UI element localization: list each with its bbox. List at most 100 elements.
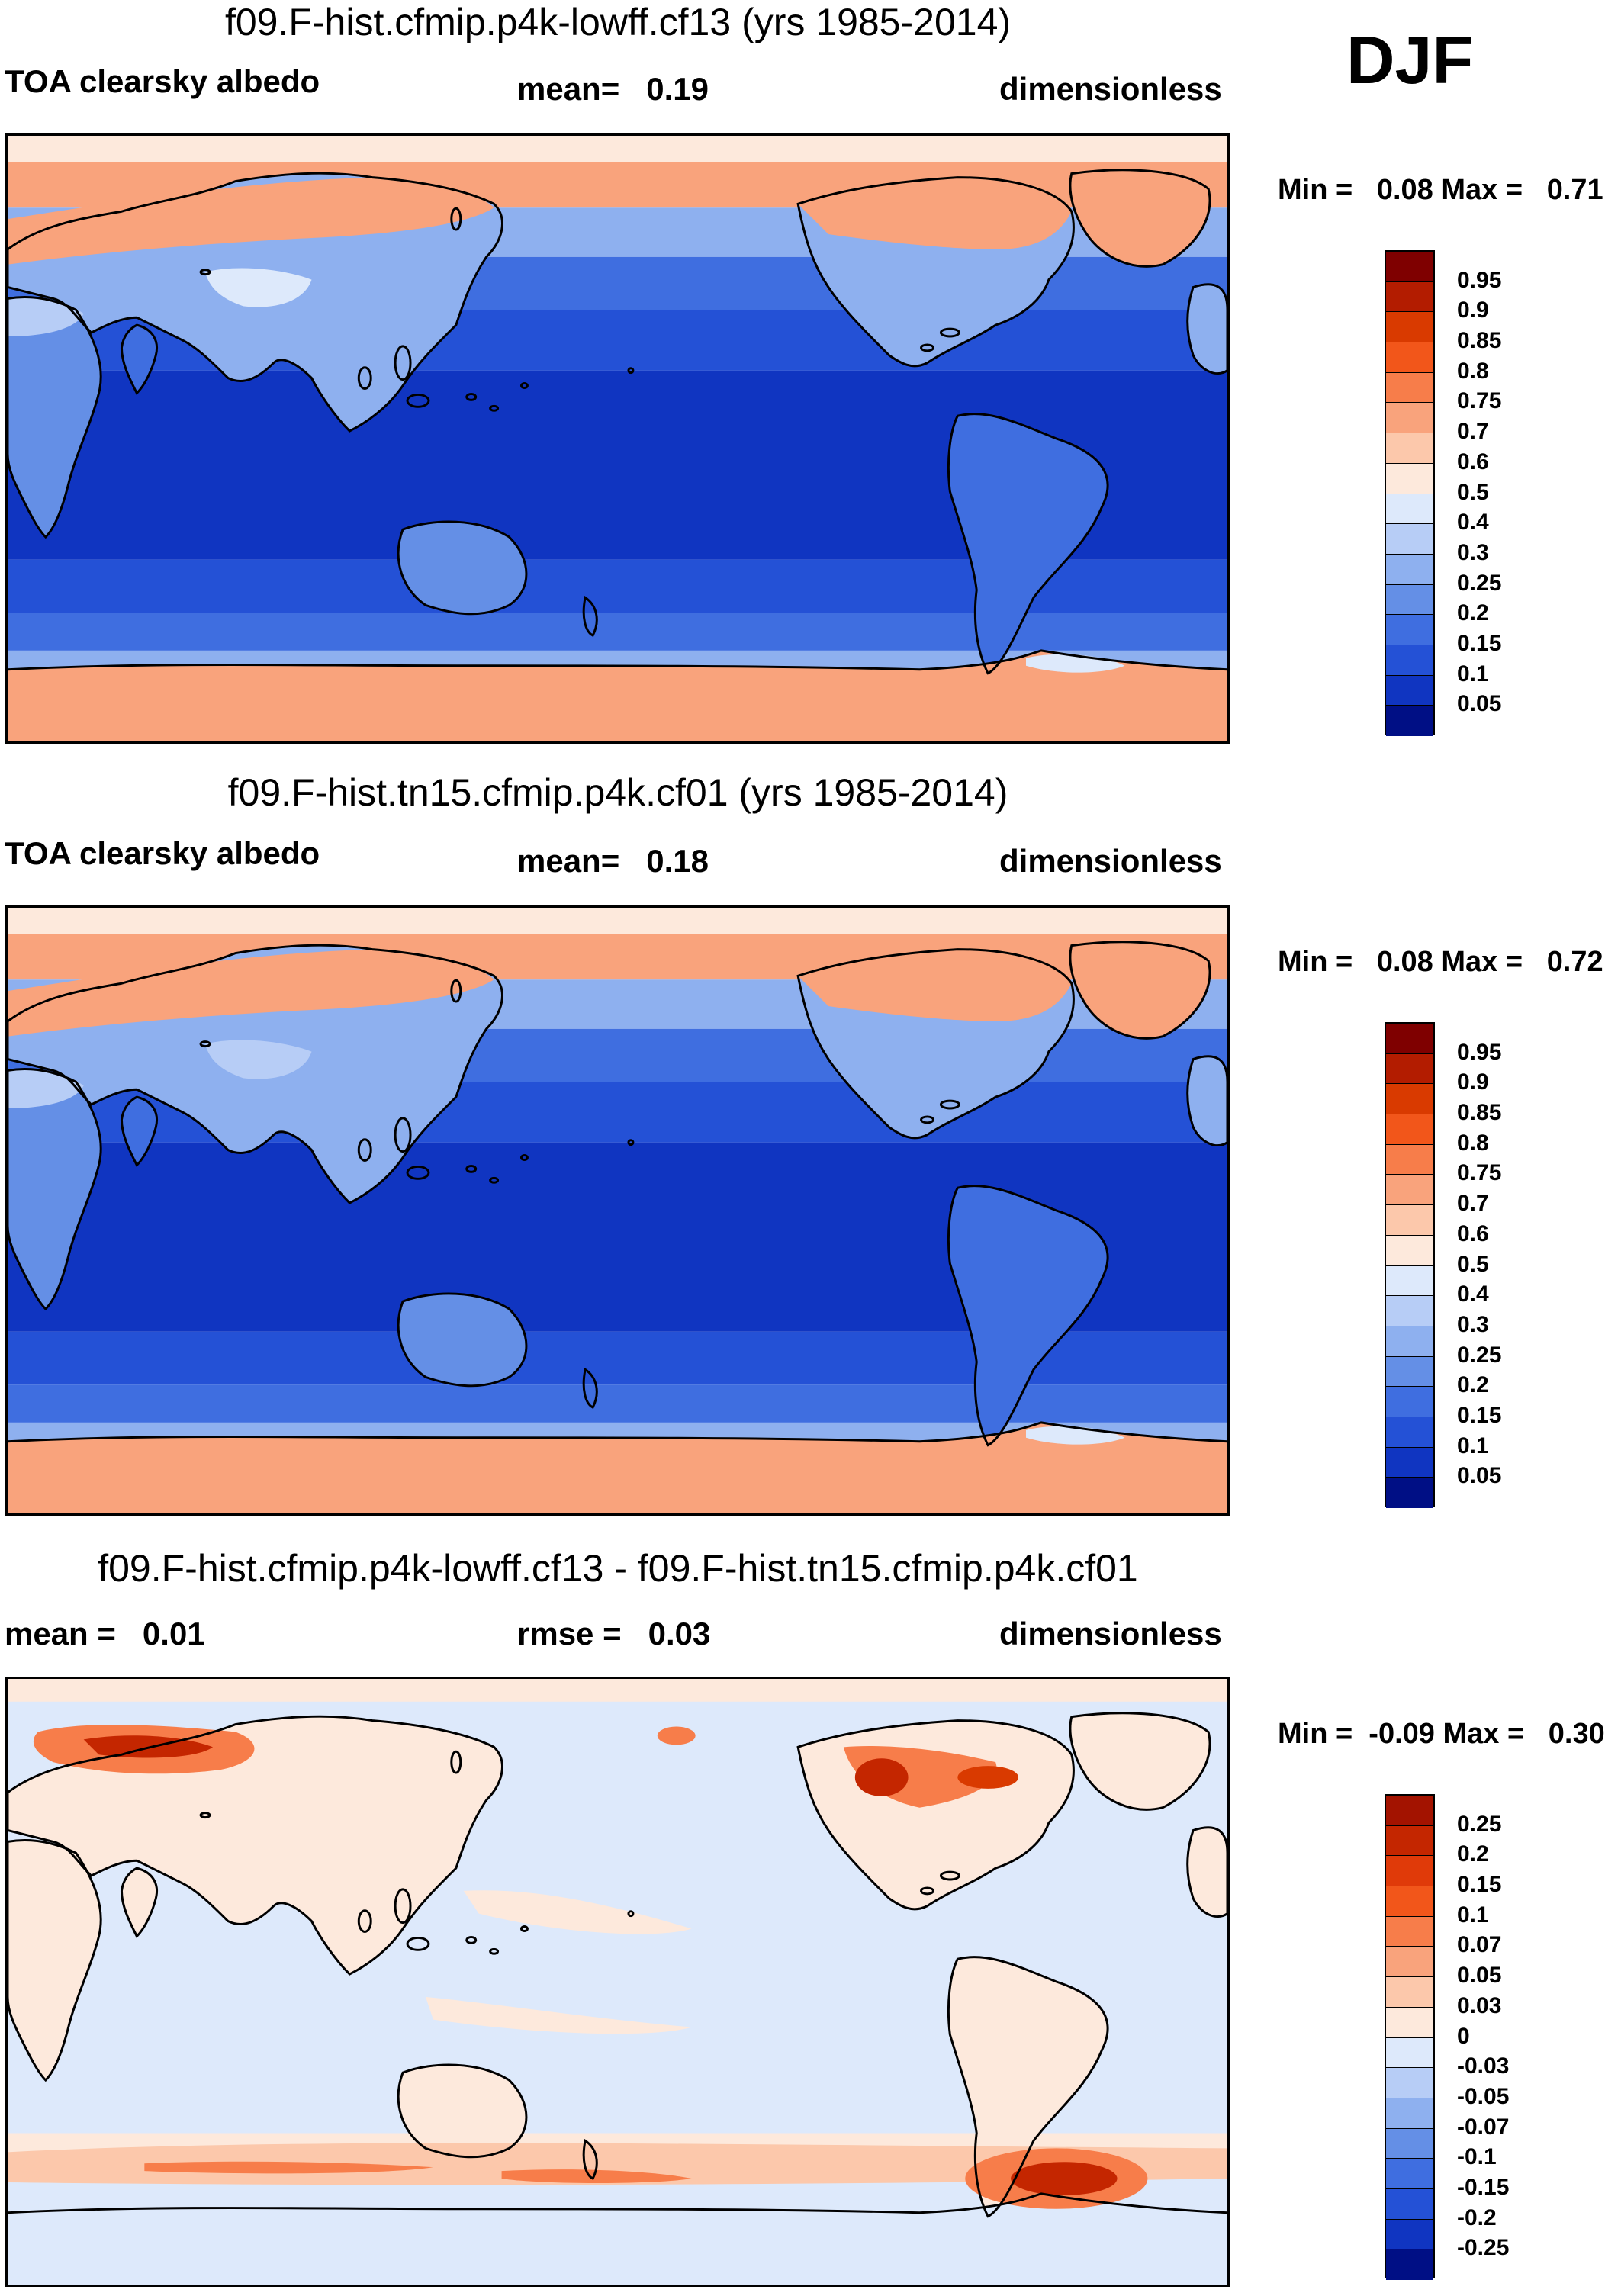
africa-region (8, 1840, 101, 2081)
colorbar-box (1386, 615, 1433, 645)
colorbar-box (1386, 494, 1433, 525)
colorbar-box (1386, 2068, 1433, 2098)
colorbar-tick-label: 0.8 (1457, 1130, 1489, 1156)
greenland-region (1069, 169, 1211, 267)
island-coastline (519, 382, 529, 389)
colorbar-tick-label: 0.6 (1457, 1220, 1489, 1246)
island-coastline (357, 366, 372, 390)
colorbar-tick-label: 0.8 (1457, 358, 1489, 384)
colorbar-tick-label: 0.95 (1457, 267, 1502, 293)
namerica-coastline (796, 948, 1075, 1140)
colorbar-tick-label: 0.2 (1457, 1372, 1489, 1398)
nz-coastline (582, 1367, 598, 1410)
colorbar-tick-label: 0.4 (1457, 510, 1489, 535)
eurasia-coastline (8, 172, 503, 433)
island-coastline (450, 1750, 462, 1774)
namerica-coastline (796, 1719, 1075, 1911)
australia-coastline (397, 2063, 528, 2159)
colorbar-tick-label: 0.05 (1457, 691, 1502, 717)
eurasia-region (8, 1716, 503, 1975)
sahara-region (8, 1069, 84, 1109)
colorbar-tick-label: -0.25 (1457, 2235, 1510, 2261)
colorbar-tick-label: 0 (1457, 2023, 1470, 2049)
colorbar-tick-label: 0.85 (1457, 1100, 1502, 1126)
india-coastline (120, 323, 158, 395)
colorbar-tick-label: -0.2 (1457, 2204, 1497, 2230)
colorbar-box (1386, 1235, 1433, 1266)
colorbar-box (1386, 554, 1433, 585)
colorbar-box (1386, 1387, 1433, 1417)
canada-snow-region (798, 177, 1072, 249)
colorbar-box (1386, 2159, 1433, 2189)
colorbar-box (1386, 2037, 1433, 2069)
colorbar-box (1386, 584, 1433, 616)
island-coastline (357, 1909, 372, 1933)
latitude-band (8, 1384, 1227, 1423)
colorbar-box (1386, 1144, 1433, 1175)
panel3-mean-label: mean = 0.01 (5, 1616, 205, 1651)
eurasia-coastline (8, 944, 503, 1204)
colorbar-tick-label: 0.25 (1457, 1811, 1502, 1837)
colorbar-tick-label: 0.3 (1457, 539, 1489, 565)
colorbar-box (1386, 1114, 1433, 1145)
europe_w-region (1187, 1827, 1227, 1917)
colorbar-box (1386, 1084, 1433, 1115)
panel2-map (5, 905, 1230, 1516)
island-coastline (920, 1886, 934, 1896)
colorbar-box (1386, 1265, 1433, 1297)
island-coastline (489, 1947, 500, 1955)
colorbar-tick-label: 0.3 (1457, 1311, 1489, 1337)
colorbar-box (1386, 2219, 1433, 2250)
antarctica-coastline (8, 1421, 1227, 1443)
tibet-region (205, 268, 312, 307)
panel1-units-label: dimensionless (999, 71, 1222, 107)
south-america-region (948, 413, 1108, 674)
southern-ocean-anomaly (8, 2143, 1227, 2185)
australia-region (398, 521, 526, 614)
island-coastline (394, 345, 412, 381)
colorbar-tick-label: 0.03 (1457, 1992, 1502, 2018)
colorbar-box (1386, 2007, 1433, 2038)
namerica-coastline (796, 176, 1075, 368)
colorbar-box (1386, 342, 1433, 373)
colorbar-box (1386, 1053, 1433, 1085)
colorbar-tick-label: -0.05 (1457, 2083, 1510, 2109)
latitude-band (8, 613, 1227, 651)
antarctica-coastline (8, 649, 1227, 671)
island-coastline (406, 1936, 430, 1951)
tibet-region (205, 1040, 312, 1079)
island-coastline (394, 1888, 412, 1925)
tropical-pacific-band (463, 1890, 692, 1934)
colorbar-tick-label: 0.1 (1457, 1433, 1489, 1458)
panel3-minmax: Min = -0.09 Max = 0.30 (1278, 1718, 1605, 1750)
colorbar-box (1386, 1205, 1433, 1236)
colorbar-tick-label: 0.05 (1457, 1463, 1502, 1489)
colorbar-box (1386, 1977, 1433, 2008)
island-coastline (920, 343, 934, 352)
colorbar-box (1386, 1356, 1433, 1388)
colorbar-tick-label: 0.1 (1457, 1902, 1489, 1928)
island-coastline (465, 1164, 478, 1173)
europe_w-coastline (1186, 1055, 1227, 1147)
colorbar-tick-label: 0.1 (1457, 661, 1489, 687)
colorbar-box (1386, 1825, 1433, 1857)
greenland-coastline (1069, 1712, 1211, 1811)
island-coastline (519, 1154, 529, 1161)
panel2-units-label: dimensionless (999, 843, 1222, 879)
colorbar-tick-label: 0.2 (1457, 1841, 1489, 1867)
colorbar-tick-label: 0.9 (1457, 297, 1489, 323)
africa-coastline (8, 1839, 102, 2082)
panel3-rmse-label: rmse = 0.03 (517, 1616, 711, 1651)
colorbar-box (1386, 2188, 1433, 2220)
sahara-region (8, 297, 84, 337)
colorbar-tick-label: 0.5 (1457, 479, 1489, 505)
island-coastline (465, 392, 478, 401)
island-coastline (394, 1117, 412, 1153)
island-coastline (489, 1176, 500, 1184)
europe_w-coastline (1186, 1826, 1227, 1918)
samerica-coastline (947, 1956, 1109, 2218)
colorbar-box (1386, 1175, 1433, 1206)
panel3-colorbar (1385, 1794, 1435, 2280)
colorbar-box (1386, 312, 1433, 343)
colorbar-box (1386, 1886, 1433, 1917)
